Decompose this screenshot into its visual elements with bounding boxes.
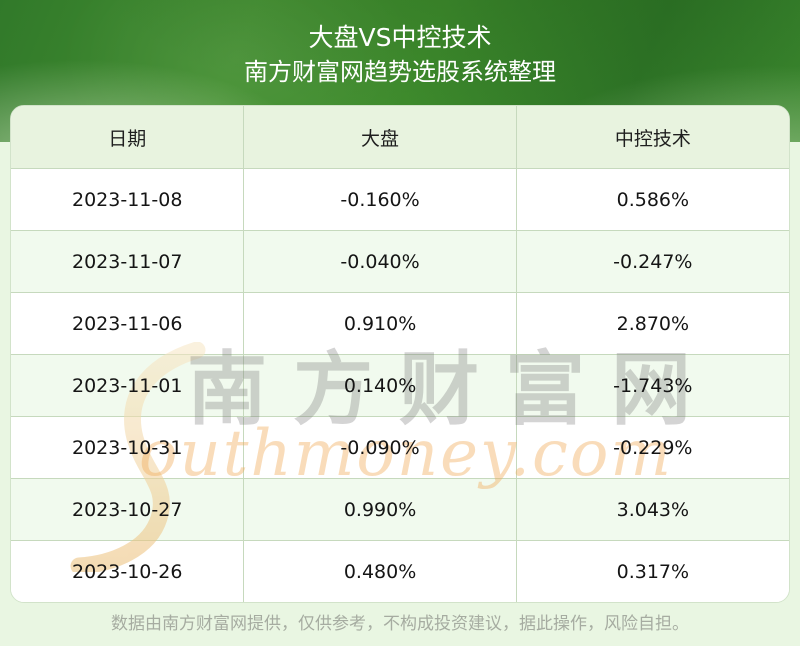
market-value: -0.160% (340, 188, 420, 211)
date-value: 2023-10-27 (71, 498, 183, 521)
column-header-market: 大盘 (244, 106, 517, 168)
column-header-market-label: 大盘 (361, 127, 400, 150)
stock-value: 0.586% (616, 188, 690, 211)
market-value-cell: 0.990% (244, 479, 517, 540)
date-cell: 2023-11-01 (11, 355, 245, 416)
table-row: 2023-10-31 -0.090% -0.229% (11, 416, 789, 478)
stock-value: 0.317% (616, 560, 690, 583)
market-value: -0.040% (340, 250, 420, 273)
market-value: -0.090% (340, 436, 420, 459)
stock-value: 2.870% (616, 312, 690, 335)
date-value: 2023-11-08 (71, 188, 183, 211)
table-row: 2023-11-01 0.140% -1.743% (11, 354, 789, 416)
table-row: 2023-10-27 0.990% 3.043% (11, 478, 789, 540)
market-value: 0.990% (343, 498, 417, 521)
market-value-cell: -0.090% (244, 417, 517, 478)
column-header-stock-label: 中控技术 (614, 127, 691, 150)
date-cell: 2023-11-06 (11, 293, 245, 354)
stock-value: -0.229% (613, 436, 693, 459)
column-header-date-label: 日期 (108, 127, 147, 150)
column-header-stock: 中控技术 (517, 106, 789, 168)
page-subtitle: 南方财富网趋势选股系统整理 (244, 58, 556, 86)
market-value: 0.140% (343, 374, 417, 397)
stock-value-cell: 0.586% (517, 169, 789, 230)
date-value: 2023-10-26 (71, 560, 183, 583)
page-title: 大盘VS中控技术 (308, 23, 492, 52)
stock-value: 3.043% (616, 498, 690, 521)
stock-value: -0.247% (613, 250, 693, 273)
table-row: 2023-10-26 0.480% 0.317% (11, 540, 789, 602)
stock-value-cell: -0.247% (517, 231, 789, 292)
date-cell: 2023-11-08 (11, 169, 245, 230)
stock-value-cell: 2.870% (517, 293, 789, 354)
stock-value: -1.743% (613, 374, 693, 397)
data-table: 日期 大盘 中控技术 2023-11-08 -0.160% 0.586% 202… (10, 105, 790, 603)
market-value: 0.910% (343, 312, 417, 335)
market-value: 0.480% (343, 560, 417, 583)
date-cell: 2023-10-31 (11, 417, 245, 478)
date-value: 2023-11-07 (71, 250, 183, 273)
date-value: 2023-11-01 (71, 374, 183, 397)
date-value: 2023-11-06 (71, 312, 183, 335)
stock-value-cell: 3.043% (517, 479, 789, 540)
stock-value-cell: -0.229% (517, 417, 789, 478)
market-value-cell: -0.160% (244, 169, 517, 230)
market-value-cell: 0.480% (244, 541, 517, 602)
table-row: 2023-11-06 0.910% 2.870% (11, 292, 789, 354)
market-value-cell: 0.910% (244, 293, 517, 354)
stock-value-cell: 0.317% (517, 541, 789, 602)
column-header-date: 日期 (11, 106, 245, 168)
table-row: 2023-11-07 -0.040% -0.247% (11, 230, 789, 292)
date-value: 2023-10-31 (71, 436, 183, 459)
market-value-cell: 0.140% (244, 355, 517, 416)
table-header-row: 日期 大盘 中控技术 (11, 106, 789, 168)
date-cell: 2023-11-07 (11, 231, 245, 292)
table-row: 2023-11-08 -0.160% 0.586% (11, 168, 789, 230)
date-cell: 2023-10-27 (11, 479, 245, 540)
disclaimer-text: 数据由南方财富网提供，仅供参考，不构成投资建议，据此操作，风险自担。 (111, 614, 689, 634)
market-value-cell: -0.040% (244, 231, 517, 292)
date-cell: 2023-10-26 (11, 541, 245, 602)
stock-value-cell: -1.743% (517, 355, 789, 416)
